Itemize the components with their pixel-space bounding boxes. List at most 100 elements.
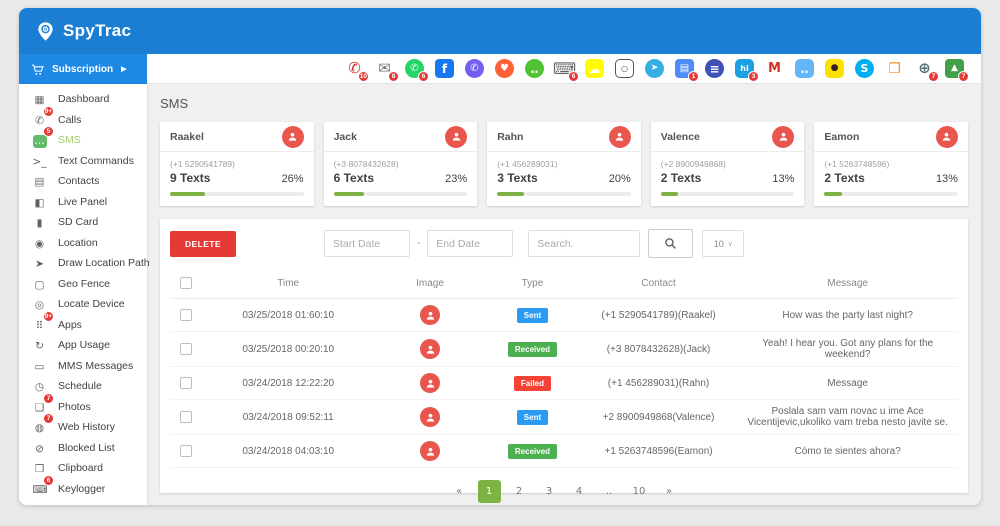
avatar-icon[interactable] — [935, 125, 958, 148]
sidebar-item-draw-location-path[interactable]: ➤ Draw Location Path — [19, 253, 150, 274]
app-icon-glyph: M — [768, 61, 781, 76]
browser-icon[interactable]: ⊕ 7 — [912, 57, 939, 82]
end-date-input[interactable] — [427, 230, 514, 257]
sidebar-item-keylogger[interactable]: ⌨ 6 Keylogger — [19, 474, 147, 500]
hike-icon[interactable]: hi 3 — [732, 57, 759, 82]
table-row[interactable]: 03/24/2018 09:52:11 Sent +2 8900949868(V… — [170, 399, 958, 435]
page-size-select[interactable]: 10 ∨ — [702, 230, 745, 257]
whatsapp-icon[interactable]: ✆ 6 — [402, 57, 429, 82]
avatar-icon[interactable] — [608, 125, 631, 148]
table-row[interactable]: 03/25/2018 00:20:10 Received (+3 8078432… — [170, 331, 958, 367]
avatar-icon[interactable] — [445, 125, 468, 148]
keyboard-icon[interactable]: ⌨ 6 — [552, 57, 579, 82]
imo-icon[interactable]: ‥ — [792, 57, 817, 81]
page-button[interactable]: 4 — [575, 486, 583, 497]
texts-count: 6 Texts — [333, 171, 375, 185]
page-button[interactable]: » — [665, 486, 673, 497]
avatar-icon[interactable] — [281, 125, 304, 148]
snapchat-icon[interactable]: ☁ — [582, 57, 607, 81]
row-checkbox[interactable] — [179, 411, 192, 423]
avatar-icon[interactable] — [420, 441, 441, 461]
avatar-icon[interactable] — [420, 373, 441, 393]
column-header: Message — [737, 268, 958, 299]
sidebar-item-icon: ▮ — [36, 217, 43, 230]
contact-name: Eamon — [824, 130, 860, 143]
gallery-icon[interactable]: ▲ 7 — [942, 57, 969, 82]
sidebar-item-contacts[interactable]: ▤ Contacts — [19, 171, 147, 192]
column-header: Type — [485, 268, 580, 299]
sidebar-item-web-history[interactable]: ◍ 7 Web History — [19, 413, 147, 438]
table-row[interactable]: 03/24/2018 12:22:20 Failed (+1 456289031… — [170, 366, 958, 400]
delete-button[interactable]: DELETE — [170, 230, 236, 257]
phone-icon[interactable]: ✆ 10 — [342, 57, 369, 82]
sidebar-item-text-commands[interactable]: >_ Text Commands — [19, 151, 147, 172]
sidebar-item-sms[interactable]: … 5 SMS — [19, 126, 147, 151]
wechat-icon[interactable]: ‥ — [522, 57, 547, 81]
page-button[interactable]: 1 — [477, 480, 501, 503]
line-icon[interactable]: ▤ 1 — [672, 57, 699, 82]
viber-icon[interactable]: ✆ — [462, 57, 487, 81]
row-checkbox[interactable] — [179, 377, 192, 389]
search-button[interactable] — [648, 229, 694, 258]
contact-name: Rahn — [497, 130, 524, 143]
sidebar-item-icon: ◷ — [34, 381, 45, 394]
table-row[interactable]: 03/24/2018 04:03:10 Received +1 52637485… — [170, 434, 958, 468]
sidebar-item-dashboard[interactable]: ▦ Dashboard — [19, 89, 147, 110]
contact-name: Valence — [660, 130, 700, 143]
app-icon-glyph: ○ — [615, 59, 634, 78]
sidebar-item-app-usage[interactable]: ↻ App Usage — [19, 335, 147, 356]
avatar-icon[interactable] — [772, 125, 795, 148]
start-date-input[interactable] — [323, 230, 410, 257]
avatar-icon[interactable] — [420, 305, 441, 325]
signal-icon[interactable]: ≡ — [702, 57, 727, 81]
page-button[interactable]: .. — [605, 486, 613, 497]
page-button[interactable]: 3 — [545, 486, 553, 497]
row-checkbox[interactable] — [179, 343, 192, 355]
progress-track — [170, 192, 304, 196]
kakaotalk-icon[interactable]: ● — [822, 57, 847, 81]
sidebar-item-blocked-list[interactable]: ⊘ Blocked List — [19, 438, 147, 459]
page-button[interactable]: 10 — [632, 486, 646, 497]
sidebar-item-locate-device[interactable]: ◎ Locate Device — [19, 294, 147, 315]
sidebar-item-label: Contacts — [58, 175, 100, 188]
sidebar-item-calls[interactable]: ✆ 9+ Calls — [19, 105, 147, 131]
sidebar-item-live-panel[interactable]: ◧ Live Panel — [19, 192, 147, 213]
sidebar-item-mms-messages[interactable]: ▭ MMS Messages — [19, 356, 147, 377]
sidebar-item-icon: ▤ — [34, 176, 45, 189]
sidebar-item-geo-fence[interactable]: ▢ Geo Fence — [19, 274, 147, 295]
row-checkbox[interactable] — [179, 445, 192, 457]
avatar-icon[interactable] — [420, 407, 441, 427]
tinder-icon[interactable]: ♥ — [492, 57, 517, 81]
app-icon-glyph: ➤ — [645, 59, 664, 78]
sidebar-item-apps[interactable]: ⠿ 9+ Apps — [19, 310, 147, 336]
table-row[interactable]: 03/25/2018 01:60:10 Sent (+1 5290541789)… — [170, 298, 958, 332]
facebook-icon[interactable]: f — [432, 57, 457, 81]
date-separator: - — [416, 238, 421, 249]
clipboard-icon[interactable]: ❐ — [882, 57, 907, 81]
avatar-icon[interactable] — [420, 339, 441, 359]
search-input[interactable] — [528, 230, 641, 257]
sidebar-item-location[interactable]: ◉ Location — [19, 233, 147, 254]
sidebar-item-photos[interactable]: ❏ 7 Photos — [19, 392, 147, 418]
notification-badge: 8 — [388, 70, 399, 82]
sidebar-item-schedule[interactable]: ◷ Schedule — [19, 376, 147, 397]
cell-message: Message — [737, 366, 958, 400]
subscription-menu[interactable]: Subscription ▶ — [19, 54, 147, 84]
row-checkbox[interactable] — [179, 309, 192, 321]
skype-icon[interactable]: S — [852, 57, 877, 81]
texts-percent: 23% — [445, 173, 468, 185]
sidebar-item-sd-card[interactable]: ▮ SD Card — [19, 212, 147, 233]
select-all-checkbox[interactable] — [179, 277, 192, 289]
instagram-icon[interactable]: ○ — [612, 57, 637, 81]
contact-card: Valence (+2 8900949868) 2 Texts 13% — [650, 122, 805, 206]
page-button[interactable]: 2 — [515, 486, 523, 497]
notification-badge: 7 — [928, 70, 939, 82]
contact-card: Rahn (+1 456289031) 3 Texts 20% — [487, 122, 641, 206]
email-icon[interactable]: ✉ 8 — [372, 57, 399, 82]
telegram-icon[interactable]: ➤ — [642, 57, 667, 81]
page-button[interactable]: « — [455, 486, 463, 497]
cart-icon — [31, 63, 44, 76]
contact-phone: (+1 456289031) — [497, 159, 558, 169]
gmail-icon[interactable]: M — [762, 57, 787, 81]
sidebar-item-clipboard[interactable]: ❒ Clipboard — [19, 458, 147, 479]
